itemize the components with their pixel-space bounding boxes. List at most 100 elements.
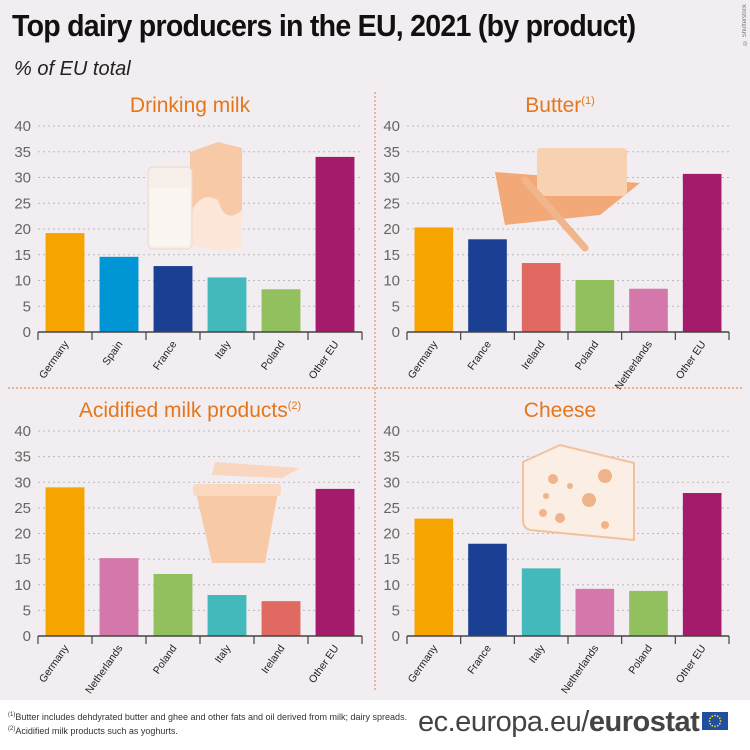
footnote-text: Acidified milk products such as yoghurts… [15,726,178,736]
x-tick-label: Italy [527,642,548,665]
x-tick-label: Germany [37,642,72,685]
bar-netherlands [629,288,668,332]
x-tick-label: Poland [259,339,288,373]
bar-germany [414,227,454,332]
yoghurt-lid [212,462,300,478]
x-tick-label: France [465,339,494,373]
x-tick-label: Poland [151,643,180,677]
y-tick-label: 10 [383,273,400,290]
bar-other-eu [682,173,722,332]
y-tick-label: 10 [14,273,31,290]
panel-title-acidified: Acidified milk products(2) [79,399,301,423]
x-tick-label: Germany [406,642,441,685]
bar-netherlands [575,588,615,636]
x-tick-label: Spain [100,339,125,368]
bar-other-eu [315,488,355,636]
panel-title-text: Butter [525,94,582,117]
butter-block-icon [537,148,627,196]
footnote-mark: (1) [581,95,595,107]
bar-germany [45,487,85,636]
x-tick-label: Other EU [674,339,709,382]
x-tick-label: Poland [626,643,655,677]
flag-star [714,725,716,728]
panel-title-text: Drinking milk [129,94,251,117]
bar-germany [45,233,85,332]
flag-star [708,720,711,722]
bar-germany [414,518,454,636]
yoghurt-cup-icon [196,492,278,563]
footnote-2: (2)Acidified milk products such as yoghu… [8,726,178,736]
footer: (1)Butter includes dehdyrated butter and… [0,700,750,750]
y-tick-label: 10 [383,577,400,594]
panel-title-drinking-milk: Drinking milk [130,94,250,118]
panel-title-text: Cheese [523,399,597,422]
flag-star [719,720,722,722]
bar-poland [153,573,193,636]
y-tick-label: 10 [14,577,31,594]
bar-ireland [261,601,301,636]
y-tick-label: 25 [383,500,400,517]
bar-poland [629,590,668,636]
y-tick-label: 5 [392,602,400,619]
y-tick-label: 25 [14,500,31,517]
y-tick-label: 20 [383,526,400,543]
footnote-mark: (2) [287,400,302,412]
x-tick-label: Netherlands [613,339,655,392]
y-tick-label: 0 [392,324,400,341]
flag-star [716,724,719,727]
x-tick-label: Italy [213,338,234,361]
cheese-hole [582,493,596,507]
cheese-hole [539,509,547,517]
y-tick-label: 35 [14,449,31,466]
y-tick-label: 30 [383,474,400,491]
eurostat-link[interactable]: ec.europa.eu/eurostat [418,706,700,739]
flag-star [709,717,712,720]
yoghurt-rim [193,484,281,496]
cheese-hole [555,513,565,523]
y-tick-label: 25 [383,195,400,212]
x-tick-label: Other EU [307,643,342,686]
y-tick-label: 20 [383,221,400,238]
flag-star [711,715,714,718]
bar-france [153,266,193,332]
y-tick-label: 5 [392,298,400,315]
bar-spain [99,256,139,332]
panel-title-butter: Butter(1) [525,94,594,118]
x-tick-label: Netherlands [559,643,601,696]
flag-star [711,724,714,727]
y-tick-label: 15 [14,551,31,568]
footnote-1: (1)Butter includes dehdyrated butter and… [8,712,407,722]
page-title: Top dairy producers in the EU, 2021 (by … [12,8,636,43]
y-tick-label: 35 [383,144,400,161]
y-tick-label: 40 [383,118,400,135]
y-tick-label: 0 [392,628,400,645]
y-tick-label: 20 [14,526,31,543]
y-tick-label: 20 [14,221,31,238]
y-tick-label: 40 [14,423,31,440]
cheese-hole [543,493,549,499]
x-tick-label: Other EU [307,339,342,382]
y-tick-label: 15 [383,247,400,264]
flag-star [709,722,712,725]
cheese-wedge-icon [522,443,635,542]
x-tick-label: France [465,643,494,677]
x-tick-label: Ireland [519,339,547,372]
y-tick-label: 30 [14,170,31,187]
flag-star [714,714,716,717]
bar-poland [575,279,615,332]
flag-star [716,715,719,718]
panel-title-text: Acidified milk products [78,399,288,422]
bar-france [468,239,507,332]
page-subtitle: % of EU total [14,58,131,80]
y-tick-label: 0 [23,628,31,645]
bar-italy [207,277,247,332]
y-tick-label: 15 [14,247,31,264]
bar-italy [207,595,247,636]
bar-other-eu [682,493,722,636]
y-tick-label: 35 [14,144,31,161]
cheese-hole [548,474,558,484]
bar-netherlands [99,558,139,636]
y-tick-label: 30 [14,474,31,491]
y-tick-label: 15 [383,551,400,568]
cheese-hole [601,521,609,529]
